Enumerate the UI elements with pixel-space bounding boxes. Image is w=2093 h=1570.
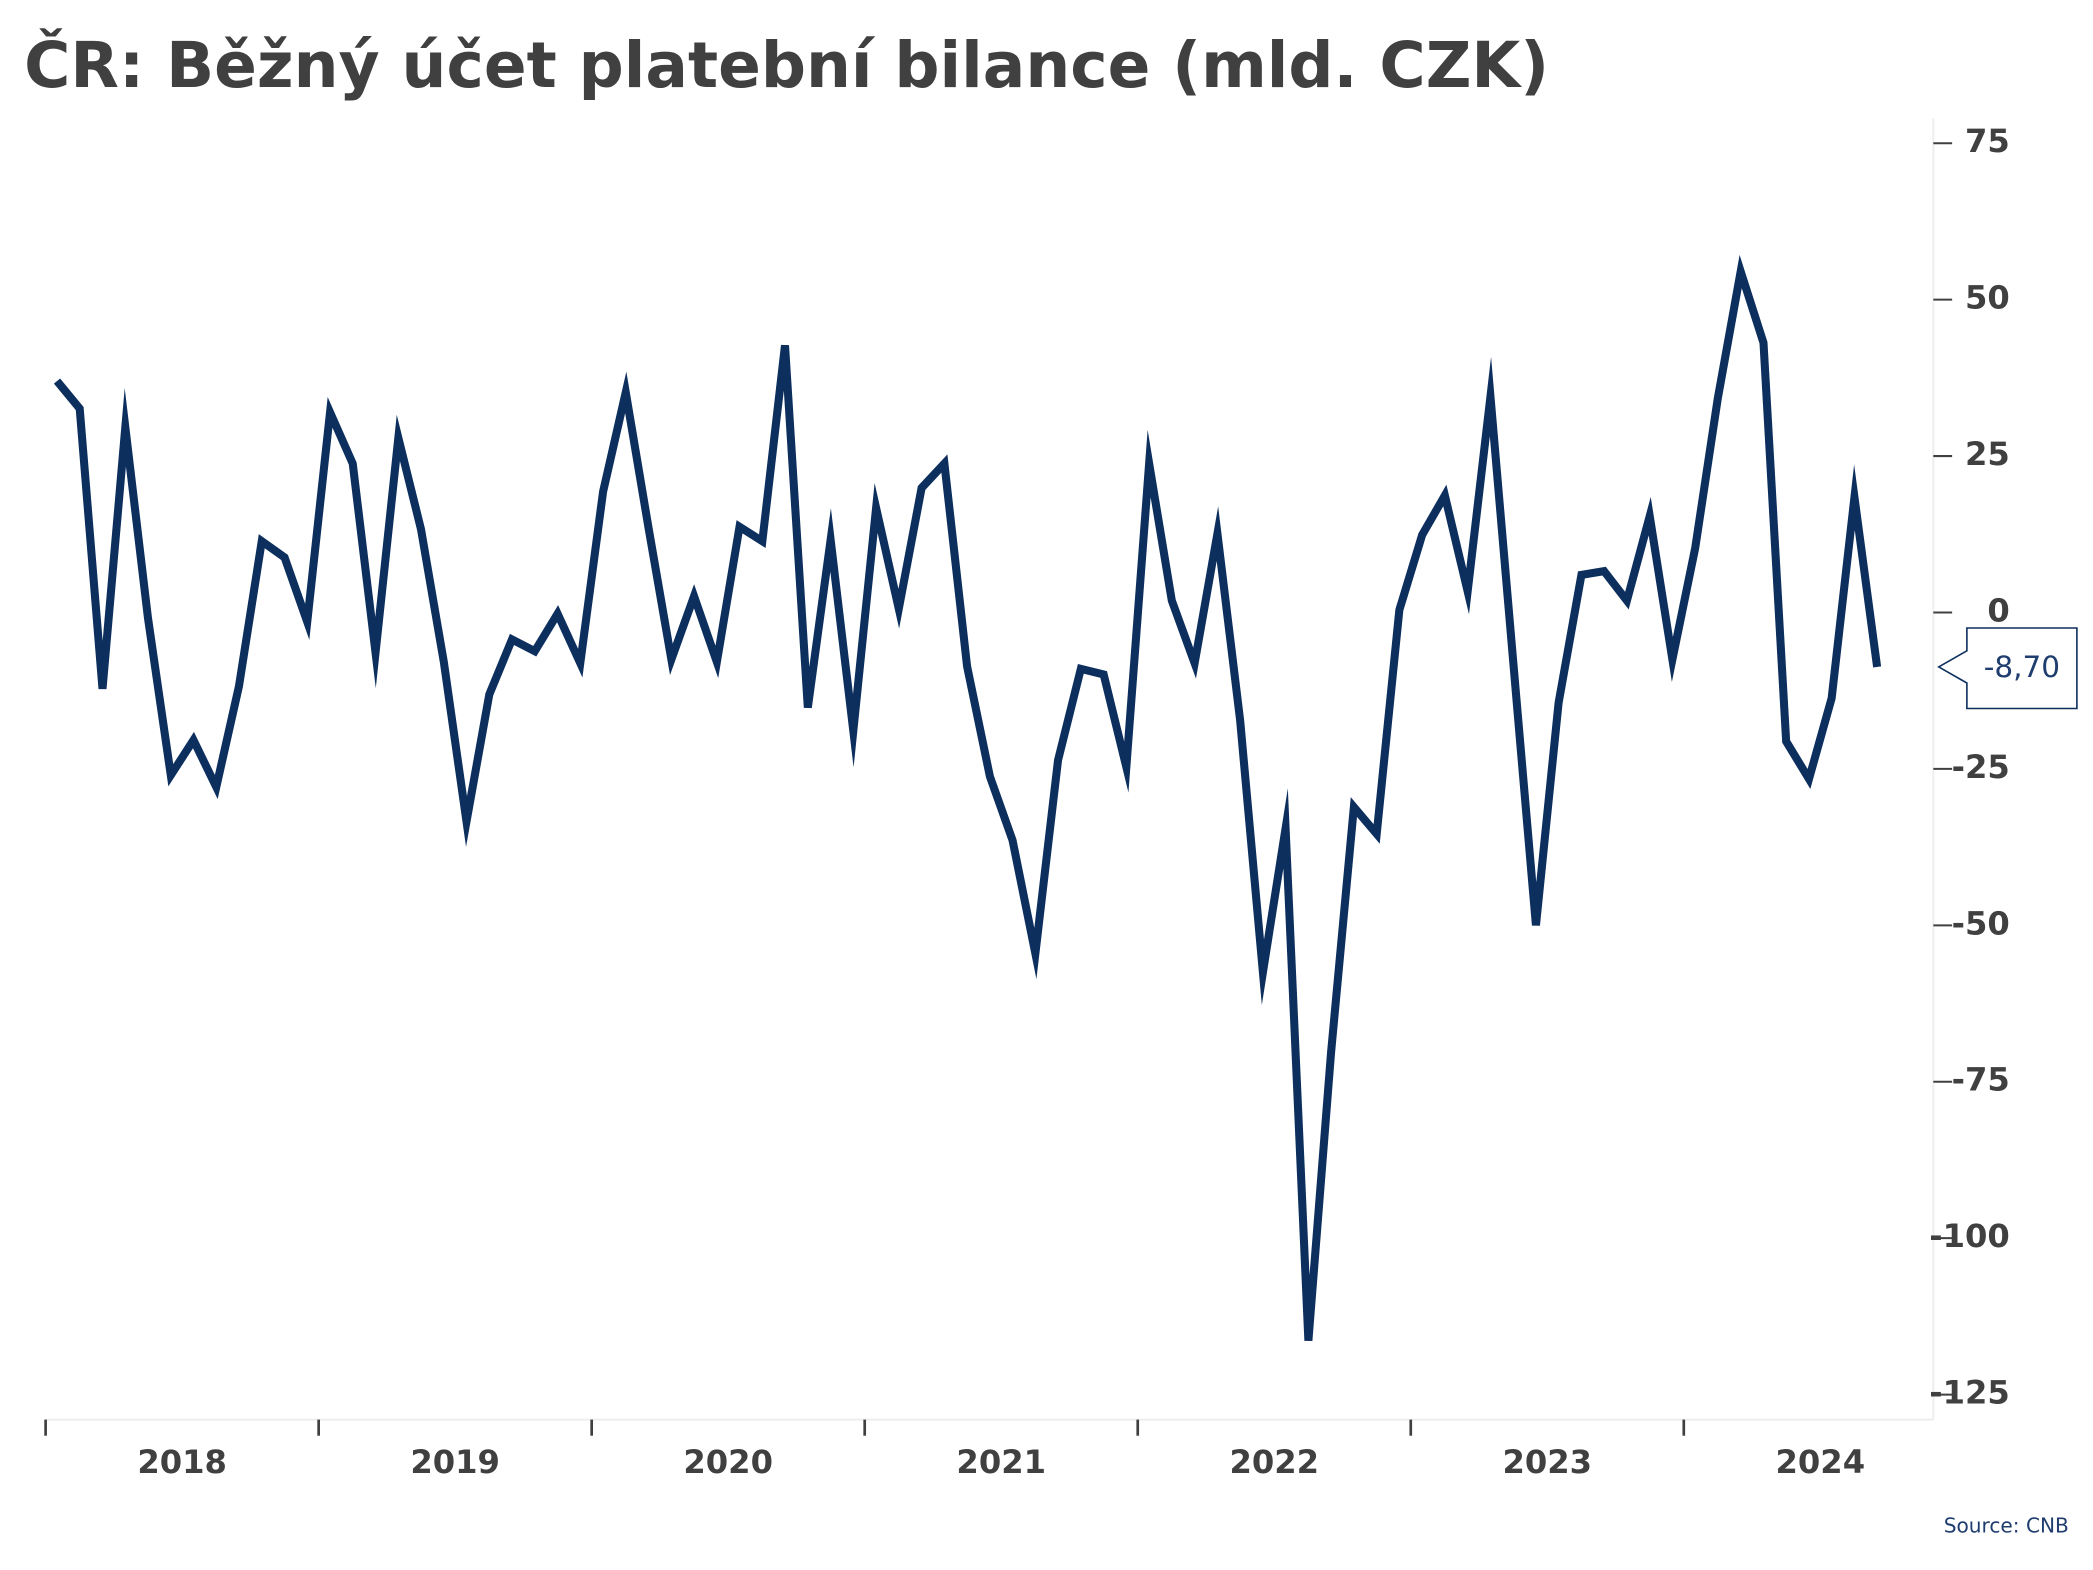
- x-tick-label: 2021: [956, 1443, 1046, 1481]
- y-tick-label: -75: [1952, 1061, 2010, 1099]
- y-tick-label: 75: [1965, 122, 2010, 160]
- x-tick-label: 2018: [137, 1443, 227, 1481]
- y-tick-label: -125: [1929, 1374, 2010, 1412]
- x-tick-label: 2024: [1776, 1443, 1866, 1481]
- x-tick-label: 2022: [1229, 1443, 1319, 1481]
- y-tick-label: 25: [1965, 435, 2010, 473]
- last-value-label: -8,70: [1984, 650, 2060, 684]
- chart-title: ČR: Běžný účet platební bilance (mld. CZ…: [24, 28, 1549, 102]
- y-tick-label: -25: [1952, 748, 2010, 786]
- x-tick-label: 2020: [683, 1443, 773, 1481]
- last-value-callout: [1937, 627, 2078, 710]
- y-tick-label: -50: [1952, 904, 2010, 942]
- x-tick-label: 2019: [410, 1443, 500, 1481]
- x-tick-label: 2023: [1502, 1443, 1592, 1481]
- y-tick-label: 0: [1987, 591, 2009, 629]
- y-tick-label: -100: [1929, 1217, 2010, 1255]
- data-line: [53, 254, 1882, 1342]
- source: Source: CNB: [1944, 1513, 2069, 1537]
- y-tick-label: 50: [1965, 279, 2010, 317]
